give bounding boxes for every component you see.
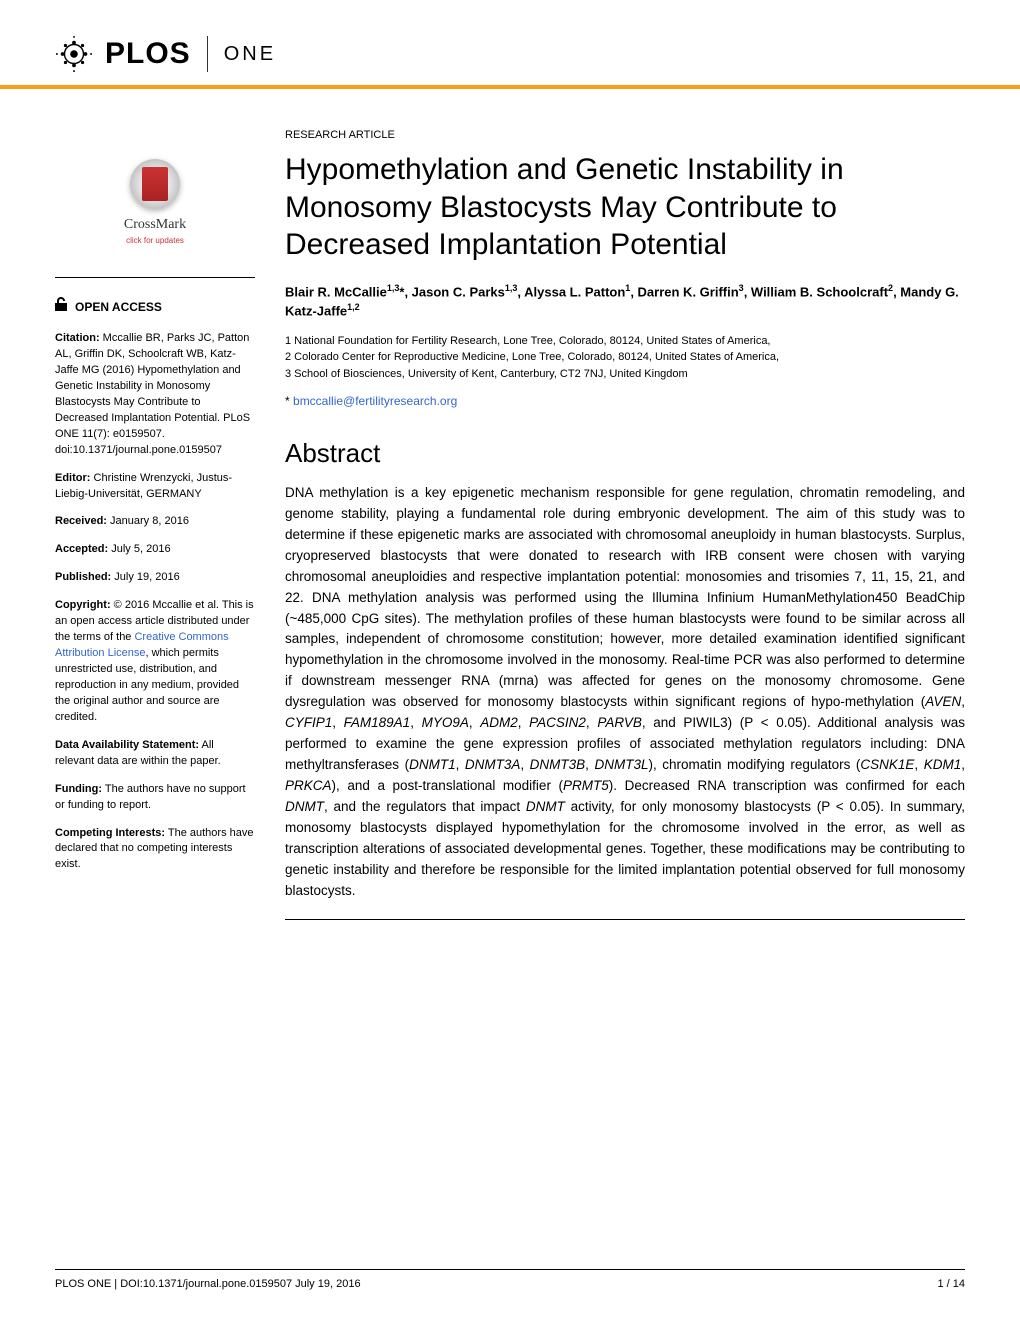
received-label: Received:	[55, 515, 107, 527]
plos-brand-text: PLOS	[105, 37, 191, 71]
correspondence: * bmccallie@fertilityresearch.org	[285, 394, 965, 408]
footer-citation: PLOS ONE | DOI:10.1371/journal.pone.0159…	[55, 1278, 361, 1290]
published-text: July 19, 2016	[111, 571, 180, 583]
page-header: PLOS ONE	[0, 0, 1020, 89]
crossmark-badge[interactable]: CrossMark click for updates	[55, 159, 255, 247]
abstract-end-divider	[285, 919, 965, 920]
authors-list: Blair R. McCallie1,3*, Jason C. Parks1,3…	[285, 282, 965, 321]
logo-row: PLOS ONE	[55, 35, 965, 73]
corr-email-link[interactable]: bmccallie@fertilityresearch.org	[293, 394, 457, 408]
open-lock-icon	[55, 296, 69, 319]
abstract-heading: Abstract	[285, 438, 965, 469]
crossmark-icon	[130, 159, 180, 209]
citation-block: Citation: Mccallie BR, Parks JC, Patton …	[55, 331, 255, 459]
affiliation-2: 2 Colorado Center for Reproductive Medic…	[285, 349, 965, 366]
received-block: Received: January 8, 2016	[55, 514, 255, 530]
competing-label: Competing Interests:	[55, 827, 165, 839]
open-access-text: OPEN ACCESS	[75, 299, 162, 316]
sidebar: CrossMark click for updates OPEN ACCESS …	[55, 129, 285, 920]
article-title: Hypomethylation and Genetic Instability …	[285, 151, 965, 264]
open-access-badge: OPEN ACCESS	[55, 296, 255, 319]
citation-label: Citation:	[55, 332, 100, 344]
data-availability-block: Data Availability Statement: All relevan…	[55, 738, 255, 770]
logo-divider	[207, 36, 208, 72]
editor-block: Editor: Christine Wrenzycki, Justus-Lieb…	[55, 471, 255, 503]
page-footer: PLOS ONE | DOI:10.1371/journal.pone.0159…	[55, 1269, 965, 1290]
article-type: RESEARCH ARTICLE	[285, 129, 965, 141]
affiliation-1: 1 National Foundation for Fertility Rese…	[285, 333, 965, 350]
citation-text: Mccallie BR, Parks JC, Patton AL, Griffi…	[55, 332, 250, 456]
accepted-label: Accepted:	[55, 543, 108, 555]
data-availability-label: Data Availability Statement:	[55, 739, 199, 751]
copyright-label: Copyright:	[55, 599, 111, 611]
journal-name: ONE	[224, 43, 276, 66]
sidebar-divider	[55, 277, 255, 278]
published-block: Published: July 19, 2016	[55, 570, 255, 586]
main-column: RESEARCH ARTICLE Hypomethylation and Gen…	[285, 129, 965, 920]
corr-symbol: *	[285, 394, 290, 408]
abstract-text: DNA methylation is a key epigenetic mech…	[285, 483, 965, 901]
funding-block: Funding: The authors have no support or …	[55, 782, 255, 814]
editor-label: Editor:	[55, 472, 90, 484]
copyright-block: Copyright: © 2016 Mccallie et al. This i…	[55, 598, 255, 726]
crossmark-label: CrossMark	[55, 215, 255, 235]
funding-label: Funding:	[55, 783, 102, 795]
accepted-block: Accepted: July 5, 2016	[55, 542, 255, 558]
received-text: January 8, 2016	[107, 515, 189, 527]
page-number: 1 / 14	[937, 1278, 965, 1290]
crossmark-sublabel: click for updates	[55, 235, 255, 247]
accepted-text: July 5, 2016	[108, 543, 170, 555]
affiliations-list: 1 National Foundation for Fertility Rese…	[285, 333, 965, 383]
affiliation-3: 3 School of Biosciences, University of K…	[285, 366, 965, 383]
published-label: Published:	[55, 571, 111, 583]
competing-block: Competing Interests: The authors have de…	[55, 826, 255, 874]
content-area: CrossMark click for updates OPEN ACCESS …	[0, 89, 1020, 920]
plos-logo-icon	[55, 35, 93, 73]
